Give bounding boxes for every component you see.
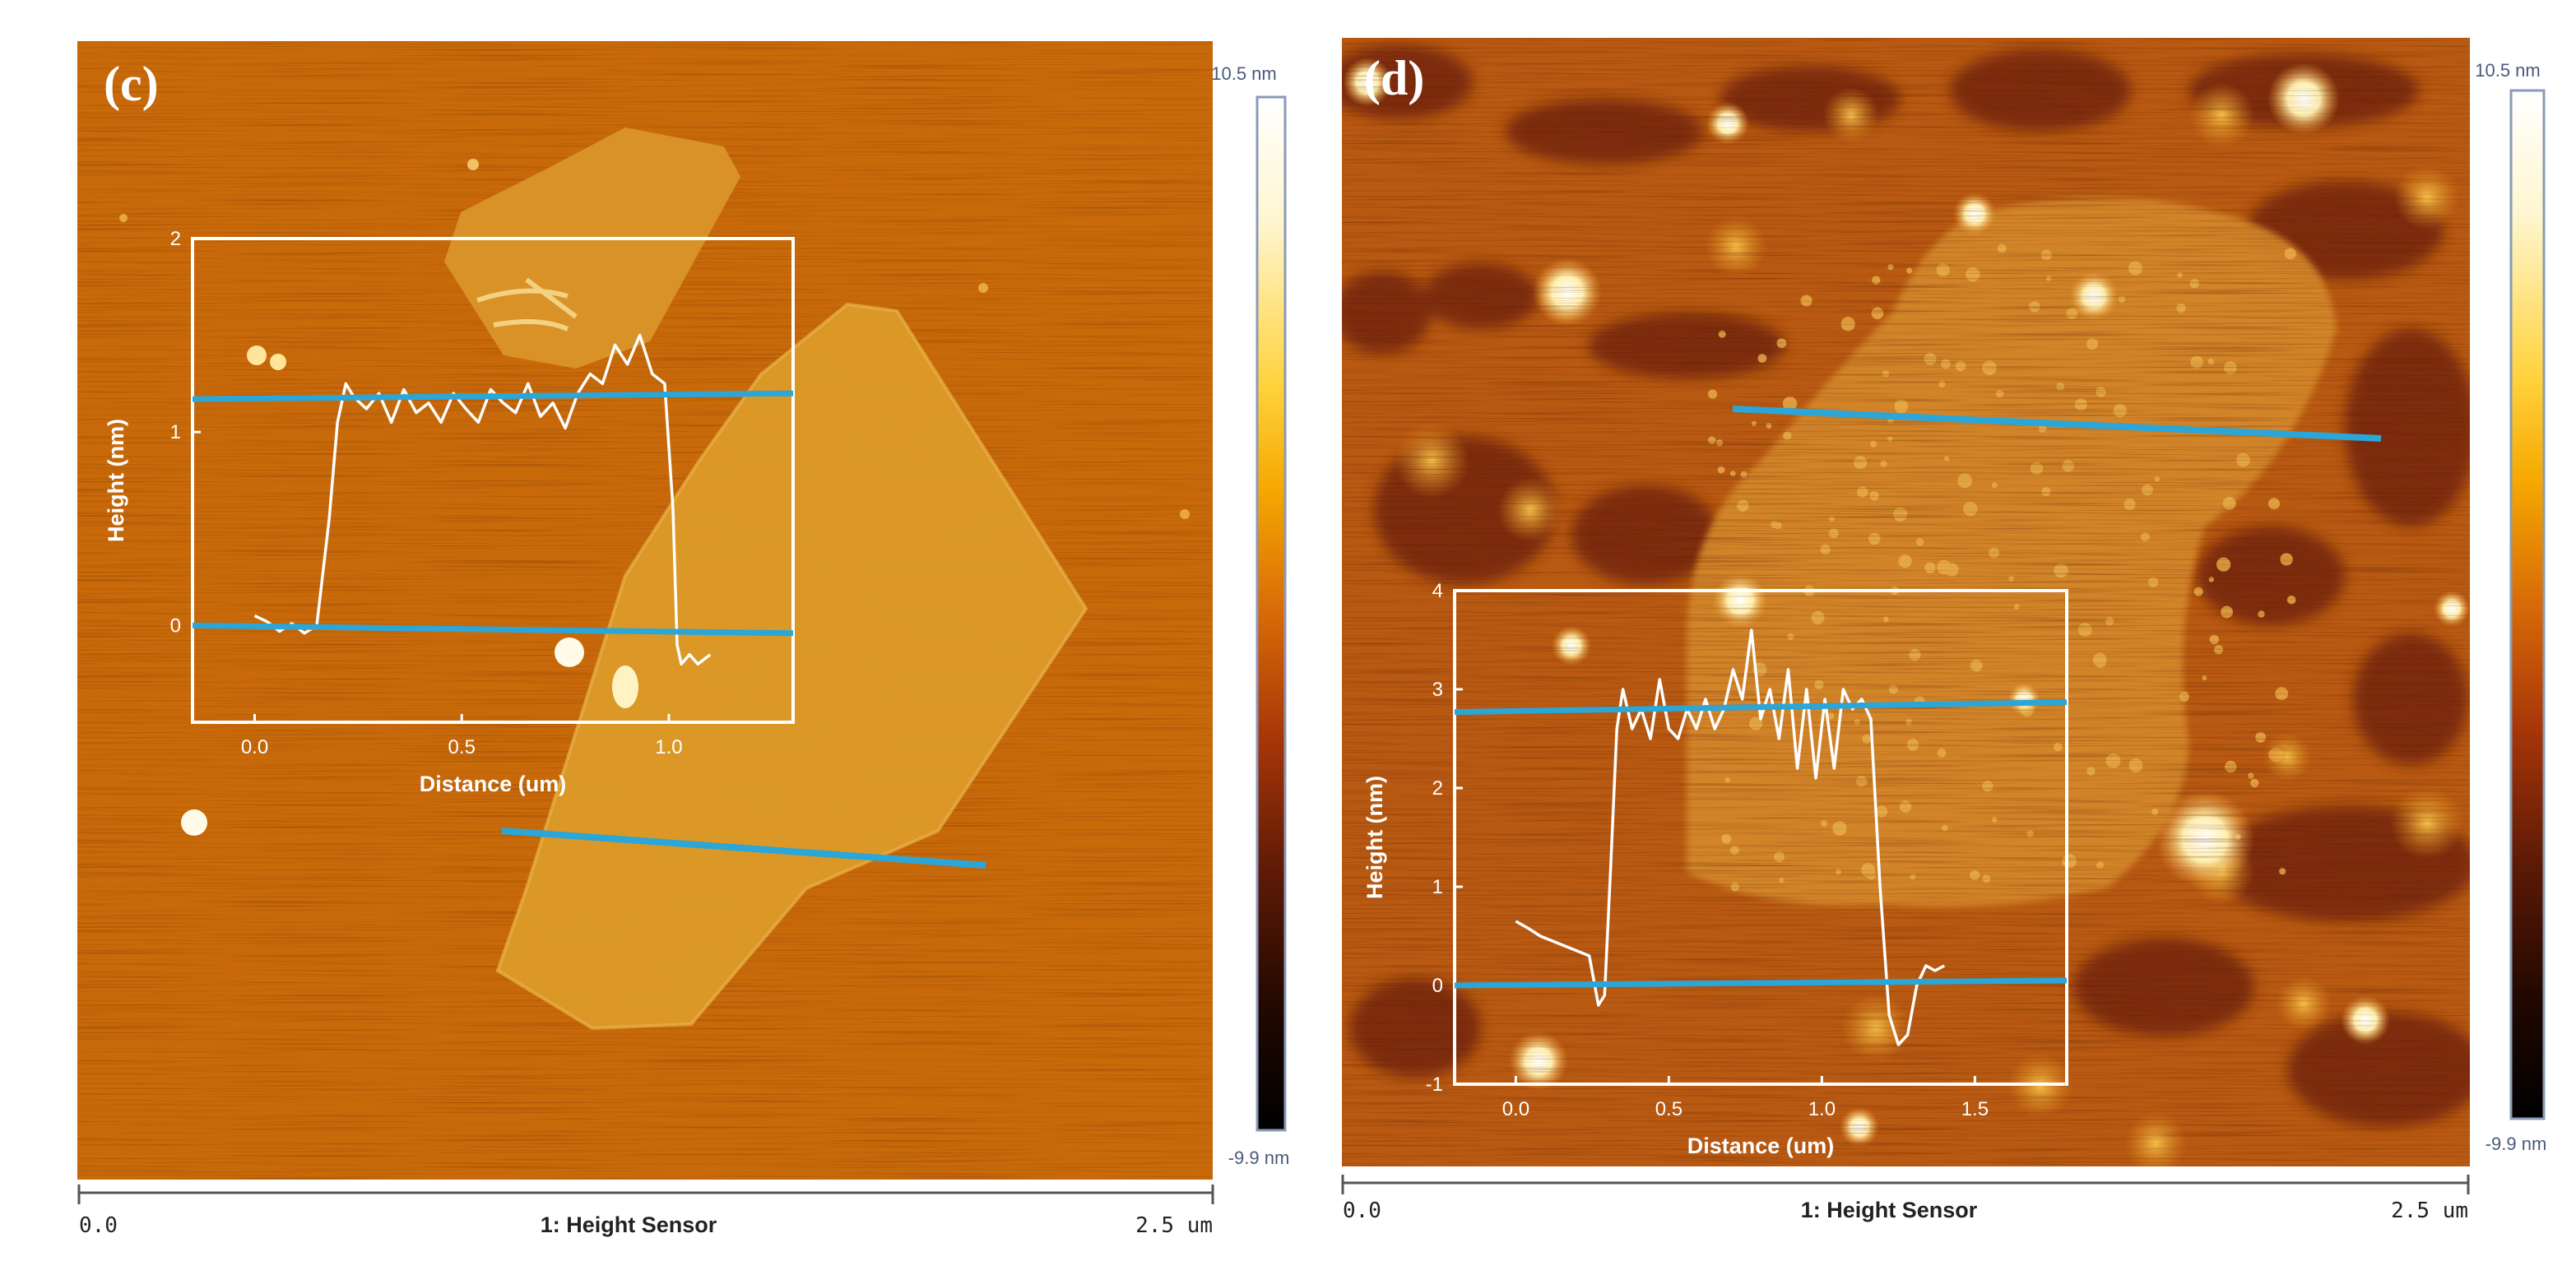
scale-end-c: 2.5 um (1135, 1213, 1213, 1238)
scale-start-d: 0.0 (1343, 1198, 1381, 1223)
flake-wrinkles-c (476, 277, 578, 332)
channel-label-d: 1: Height Sensor (1801, 1198, 1978, 1222)
y-axis-label: Height (nm) (104, 419, 128, 542)
upper-baseline-line (1454, 699, 2068, 716)
colorbar-d: 10.5 nm -9.9 nm (2475, 60, 2546, 1154)
particle-c-5 (270, 354, 286, 370)
panel-label-c: (c) (104, 57, 159, 111)
inset-frame (191, 237, 795, 724)
upper-baseline-line (192, 390, 794, 402)
y-tick-label: 0 (170, 614, 181, 637)
scale-end-d: 2.5 um (2391, 1198, 2468, 1223)
x-tick-label: 0.5 (1655, 1098, 1683, 1120)
colorbar-max-label-c: 10.5 nm (1211, 63, 1277, 84)
y-tick-label: 3 (1432, 679, 1443, 701)
scan-line-d (1732, 406, 2382, 442)
x-axis-label: Distance (um) (1687, 1134, 1835, 1158)
x-tick-label: 1.0 (655, 736, 682, 758)
colorbar-min-label-c: -9.9 nm (1228, 1148, 1290, 1168)
scale-bar-d: 0.0 1: Height Sensor 2.5 um (1341, 1175, 2470, 1223)
x-tick-label: 0.0 (1502, 1098, 1529, 1120)
y-tick-label: -1 (1426, 1073, 1443, 1096)
colorbar-gradient-c (1256, 95, 1287, 1132)
x-tick-label: 1.5 (1961, 1098, 1989, 1120)
y-tick-label: 1 (170, 421, 181, 443)
particle-c-6 (467, 159, 479, 170)
panel-label-d: (d) (1364, 51, 1424, 105)
particle-c-4 (247, 345, 267, 365)
channel-label-c: 1: Height Sensor (541, 1212, 717, 1237)
colorbar-c: 10.5 nm -9.9 nm (1211, 63, 1289, 1168)
x-tick-label: 0.0 (241, 736, 268, 758)
colorbar-min-label-d: -9.9 nm (2485, 1134, 2547, 1154)
scan-line-c (501, 828, 986, 869)
particle-c-9 (119, 214, 128, 222)
particle-c-8 (1180, 509, 1190, 519)
particle-c-3 (612, 665, 638, 708)
y-tick-label: 0 (1432, 975, 1443, 997)
y-tick-label: 2 (1432, 777, 1443, 800)
afm-image-d (1342, 38, 2470, 1166)
upper-flake-c (444, 128, 740, 369)
y-tick-label: 2 (170, 228, 181, 250)
x-tick-label: 0.5 (448, 736, 476, 758)
x-tick-label: 1.0 (1808, 1098, 1836, 1120)
particle-c-1 (181, 809, 207, 836)
panel-d: (d) 4 3 2 1 0 -1 0.0 0.5 1.0 1.5 Distance (um) Heig… (1341, 38, 2546, 1223)
colorbar-gradient-d (2509, 89, 2546, 1120)
y-tick-label: 4 (1432, 580, 1443, 602)
lower-baseline-line (192, 622, 794, 637)
afm-image-c (77, 41, 1213, 1180)
scale-bar-c: 0.0 1: Height Sensor 2.5 um (77, 1185, 1214, 1238)
lower-baseline-line (1454, 977, 2068, 989)
inset-chart-d: 4 3 2 1 0 -1 0.0 0.5 1.0 1.5 Distance (um) Height (… (1362, 580, 2068, 1158)
particle-c-2 (555, 638, 584, 667)
panel-c: (c) 2 1 0 0.0 0.5 1.0 Distance (um) Height (nm)… (77, 41, 1289, 1238)
scale-start-c: 0.0 (79, 1213, 118, 1238)
inset-frame (1453, 589, 2068, 1086)
inset-chart-c: 2 1 0 0.0 0.5 1.0 Distance (um) Height (nm) (104, 228, 795, 796)
colorbar-max-label-d: 10.5 nm (2475, 60, 2541, 81)
x-axis-label: Distance (um) (420, 772, 567, 796)
y-axis-label: Height (nm) (1362, 776, 1387, 899)
particle-c-7 (978, 283, 988, 293)
y-tick-label: 1 (1432, 876, 1443, 898)
